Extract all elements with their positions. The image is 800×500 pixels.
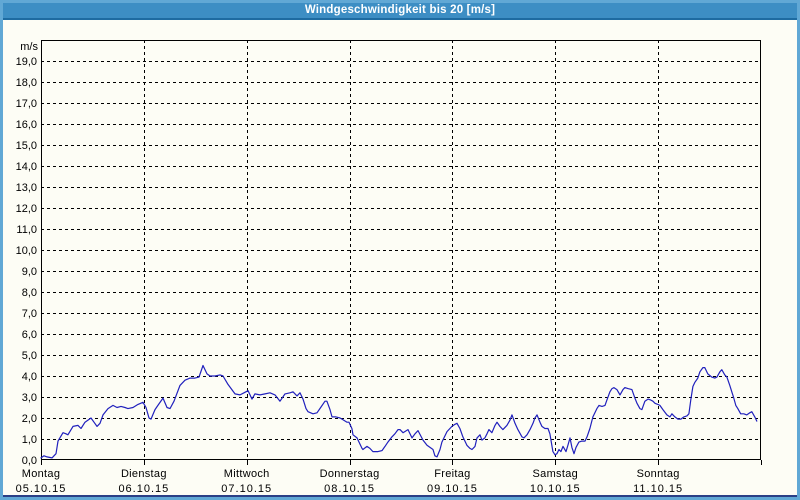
x-day-label: Sonntag [637, 468, 680, 480]
y-tick-label: 11,0 [16, 224, 37, 236]
y-tick-label: 10,0 [16, 245, 37, 257]
y-tick-label: 15,0 [16, 140, 37, 152]
y-tick-label: 12,0 [16, 203, 37, 215]
y-tick-label: 3,0 [22, 392, 37, 404]
x-day-label: Montag [22, 468, 61, 480]
y-axis-unit-label: m/s [20, 41, 38, 53]
x-date-label: 10.10.15 [530, 483, 581, 495]
y-tick-label: 19,0 [16, 56, 37, 68]
y-tick-label: 18,0 [16, 77, 37, 89]
x-date-label: 05.10.15 [16, 483, 67, 495]
wind-speed-chart: 0,0 1,0 2,0 3,0 4,0 5,0 6,0 7,0 8,0 9,0 10,0 11,0 12… [16, 40, 762, 495]
x-day-label: Freitag [434, 468, 470, 480]
y-tick-label: 16,0 [16, 119, 37, 131]
x-date-label: 11.10.15 [633, 483, 683, 495]
plot-frame [41, 40, 761, 460]
window-title-bar: Windgeschwindigkeit bis 20 [m/s] [3, 3, 797, 20]
x-day-label: Samstag [533, 468, 579, 480]
x-date-label: 07.10.15 [221, 483, 272, 495]
y-tick-label: 6,0 [22, 329, 37, 341]
x-date-label: 06.10.15 [118, 483, 169, 495]
x-day-label: Mittwoch [224, 468, 270, 480]
x-day-label: Dienstag [121, 468, 167, 480]
y-tick-label: 13,0 [16, 182, 37, 194]
y-tick-label: 5,0 [22, 350, 37, 362]
x-date-label: 09.10.15 [427, 483, 478, 495]
y-tick-label: 7,0 [22, 308, 37, 320]
y-tick-label: 17,0 [16, 98, 37, 110]
bottom-frame-line [3, 495, 797, 497]
y-tick-label: 2,0 [22, 413, 37, 425]
x-date-label: 08.10.15 [324, 483, 375, 495]
y-tick-label: 1,0 [22, 434, 37, 446]
y-tick-label: 8,0 [22, 287, 37, 299]
wind-speed-line [40, 364, 758, 459]
y-tick-label: 0,0 [22, 455, 37, 467]
y-tick-label: 9,0 [22, 266, 37, 278]
y-tick-label: 14,0 [16, 161, 37, 173]
y-tick-label: 4,0 [22, 371, 37, 383]
chart-area: 0,0 1,0 2,0 3,0 4,0 5,0 6,0 7,0 8,0 9,0 10,0 11,0 12… [3, 20, 797, 497]
window-title: Windgeschwindigkeit bis 20 [m/s] [304, 4, 496, 16]
x-day-label: Donnerstag [320, 468, 380, 480]
